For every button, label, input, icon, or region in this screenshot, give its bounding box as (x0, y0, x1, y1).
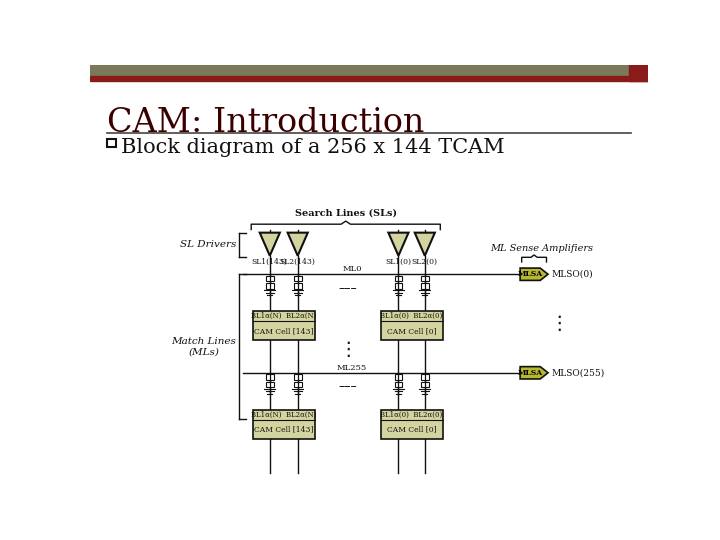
Text: Search Lines (SLs): Search Lines (SLs) (294, 209, 397, 218)
Text: CAM Cell [143]: CAM Cell [143] (254, 327, 313, 335)
Polygon shape (520, 367, 548, 379)
Bar (421, 382, 428, 387)
Bar (90, 65, 629, 76)
Bar (395, 276, 402, 281)
Polygon shape (415, 233, 435, 256)
Polygon shape (388, 233, 408, 256)
Text: Match Lines
(MLs): Match Lines (MLs) (171, 337, 236, 356)
Text: BL1α(0)  BL2α(0): BL1α(0) BL2α(0) (380, 312, 443, 320)
Bar (381, 311, 443, 340)
Bar (266, 374, 274, 380)
Polygon shape (520, 268, 548, 280)
Bar (294, 374, 302, 380)
Bar (294, 284, 302, 289)
Bar (266, 276, 274, 281)
Bar (381, 410, 443, 439)
Bar (294, 276, 302, 281)
Bar (421, 374, 428, 380)
Text: SL1(143): SL1(143) (252, 258, 288, 266)
Bar (421, 284, 428, 289)
Text: MLSO(0): MLSO(0) (552, 270, 593, 279)
Bar (107, 139, 116, 147)
Bar (421, 276, 428, 281)
Bar (90, 76, 648, 81)
Text: BL1α(N)  BL2α(N): BL1α(N) BL2α(N) (251, 411, 317, 418)
Text: CAM: Introduction: CAM: Introduction (107, 107, 424, 139)
Bar (266, 382, 274, 387)
Text: SL2(0): SL2(0) (412, 258, 438, 266)
Text: CAM Cell [143]: CAM Cell [143] (254, 426, 313, 434)
Bar (629, 65, 648, 81)
Text: BL1α(N)  BL2α(N): BL1α(N) BL2α(N) (251, 312, 317, 320)
Text: MLSA: MLSA (518, 270, 543, 278)
Bar (395, 382, 402, 387)
Text: BL1α(0)  BL2α(0): BL1α(0) BL2α(0) (380, 411, 443, 418)
Bar (395, 284, 402, 289)
Bar (253, 311, 315, 340)
Text: MLSA: MLSA (518, 369, 543, 377)
Text: Block diagram of a 256 x 144 TCAM: Block diagram of a 256 x 144 TCAM (121, 138, 505, 157)
Text: –––: ––– (338, 282, 357, 295)
Bar (266, 284, 274, 289)
Polygon shape (287, 233, 307, 256)
Text: ML0: ML0 (342, 266, 361, 273)
Bar (253, 410, 315, 439)
Text: CAM Cell [0]: CAM Cell [0] (387, 426, 436, 434)
Text: ML255: ML255 (337, 364, 367, 372)
Text: CAM Cell [0]: CAM Cell [0] (387, 327, 436, 335)
Text: ML Sense Amplifiers: ML Sense Amplifiers (490, 245, 593, 253)
Text: ⋮: ⋮ (338, 340, 358, 359)
Text: –––: ––– (338, 381, 357, 394)
Text: MLSO(255): MLSO(255) (552, 368, 605, 377)
Bar (395, 374, 402, 380)
Text: SL2(143): SL2(143) (280, 258, 315, 266)
Text: SL Drivers: SL Drivers (180, 240, 236, 249)
Bar (294, 382, 302, 387)
Text: SL1(0): SL1(0) (385, 258, 411, 266)
Text: ⋮: ⋮ (549, 314, 569, 333)
Polygon shape (260, 233, 280, 256)
